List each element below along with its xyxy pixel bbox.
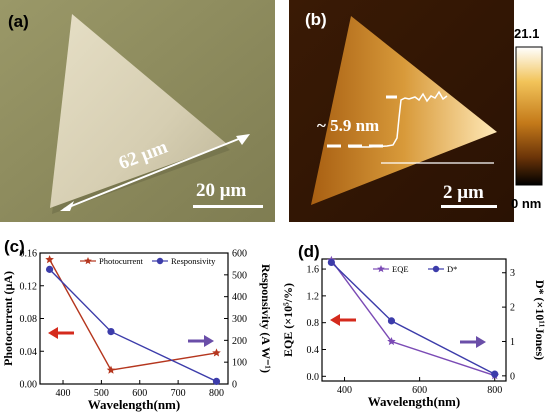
chart-d: 400 600 800 0.0 0.4 0.8 1.2 1.6 0 1 2 3 Wavelength(n… xyxy=(281,255,547,409)
left-axis-arrow-head xyxy=(48,327,58,339)
y-right-tick-label: 400 xyxy=(232,292,247,303)
height-colorbar xyxy=(515,46,543,186)
triangle-flake xyxy=(50,14,227,208)
data-point-circle xyxy=(212,377,221,385)
y-right-tick-label: 1 xyxy=(510,337,515,348)
x-tick-label: 600 xyxy=(132,388,147,399)
panel-label-c: (c) xyxy=(4,237,25,256)
height-label: ~ 5.9 nm xyxy=(317,116,379,135)
series-line-0 xyxy=(48,259,217,371)
afm-scale-bar xyxy=(441,205,497,208)
afm-image: ~ 5.9 nm 2 μm xyxy=(289,0,514,222)
chart-c: 400 500 600 700 800 0.00 0.04 0.08 0.12 0.16 0 100 2… xyxy=(1,249,273,413)
panel-label-b: (b) xyxy=(305,10,327,29)
afm-triangle xyxy=(311,16,497,205)
data-point-star xyxy=(212,348,221,357)
x-tick-label: 400 xyxy=(337,385,352,396)
legend-marker xyxy=(432,265,440,273)
height-profile-trace xyxy=(349,90,448,148)
data-point-circle xyxy=(491,370,499,378)
edge-length-arrow xyxy=(63,135,247,210)
legend-label: EQE xyxy=(392,264,409,274)
x-axis-label: Wavelength(nm) xyxy=(88,397,180,412)
y-left-tick-label: 0.8 xyxy=(307,318,320,329)
legend-label: Photocurrent xyxy=(99,256,144,266)
y-left-axis-label: EQE (×10⁵/%) xyxy=(281,283,295,357)
x-tick-label: 500 xyxy=(94,388,109,399)
y-left-tick-label: 0.4 xyxy=(307,345,320,356)
data-point-circle xyxy=(327,258,335,267)
y-right-tick-label: 200 xyxy=(232,336,247,347)
colorbar-gradient xyxy=(515,46,543,186)
y-right-tick-label: 300 xyxy=(232,314,247,325)
scale-bar xyxy=(193,205,263,208)
arrowhead-left xyxy=(60,201,74,211)
data-point-circle xyxy=(387,317,396,325)
y-left-tick-label: 0.08 xyxy=(20,314,38,325)
legend-label: Responsivity xyxy=(171,256,216,266)
y-right-tick-label: 500 xyxy=(232,270,247,281)
y-right-axis-label: Responsivity (A W⁻¹) xyxy=(259,264,273,373)
y-left-axis-label: Photocurrent (μA) xyxy=(1,271,15,366)
optical-image: 62 μm 20 μm xyxy=(0,0,275,222)
scale-bar-label: 20 μm xyxy=(196,180,247,201)
data-point-circle xyxy=(45,265,54,273)
data-point-star xyxy=(106,365,116,374)
y-right-tick-label: 600 xyxy=(232,249,247,260)
colorbar-min-label: 0 nm xyxy=(511,196,542,211)
x-tick-label: 800 xyxy=(487,385,502,396)
x-axis-label: Wavelength(nm) xyxy=(368,394,460,409)
data-point-star xyxy=(387,337,396,346)
y-left-tick-label: 0.0 xyxy=(307,372,320,383)
y-left-tick-label: 0.12 xyxy=(20,281,38,292)
series-line-1 xyxy=(49,268,217,383)
legend-marker xyxy=(156,257,164,265)
y-right-tick-label: 2 xyxy=(510,303,515,314)
left-axis-arrow-head xyxy=(330,314,340,326)
right-axis-arrow-head xyxy=(476,336,486,348)
colorbar-max-label: 21.1 xyxy=(514,26,540,41)
x-tick-label: 600 xyxy=(412,385,427,396)
y-right-tick-label: 3 xyxy=(510,268,515,279)
plot-frame xyxy=(321,258,507,382)
legend-marker xyxy=(377,265,385,273)
y-left-tick-label: 0.00 xyxy=(20,380,38,391)
series-line-0 xyxy=(330,259,495,377)
y-right-tick-label: 0 xyxy=(510,371,515,382)
x-tick-label: 700 xyxy=(171,388,186,399)
data-point-circle xyxy=(107,328,115,336)
right-axis-arrow-head xyxy=(204,335,214,347)
y-left-tick-label: 0.16 xyxy=(20,249,38,260)
plot-frame xyxy=(39,252,229,385)
data-point-star xyxy=(45,255,54,264)
y-left-tick-label: 0.04 xyxy=(20,347,38,358)
x-tick-label: 800 xyxy=(209,388,224,399)
y-right-axis-label: D* (×10¹¹Jones) xyxy=(533,280,547,360)
x-tick-label: 400 xyxy=(56,388,71,399)
afm-scale-bar-label: 2 μm xyxy=(443,182,484,203)
y-left-tick-label: 1.6 xyxy=(307,265,320,276)
series-line-1 xyxy=(330,261,496,375)
panel-label-d: (d) xyxy=(298,242,320,261)
panel-label-a: (a) xyxy=(8,12,29,31)
y-right-tick-label: 0 xyxy=(232,380,237,391)
legend-marker xyxy=(84,257,92,265)
legend-label: D* xyxy=(447,264,457,274)
y-left-tick-label: 1.2 xyxy=(307,291,320,302)
y-right-tick-label: 100 xyxy=(232,358,247,369)
arrowhead-right xyxy=(236,134,250,145)
